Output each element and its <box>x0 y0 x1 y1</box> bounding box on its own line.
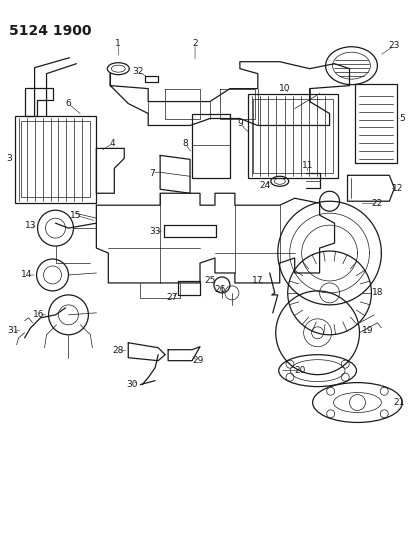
Text: 32: 32 <box>133 67 144 76</box>
Text: 30: 30 <box>126 380 138 389</box>
Bar <box>355 84 397 163</box>
Text: 28: 28 <box>113 346 124 355</box>
Text: 13: 13 <box>25 221 36 230</box>
Text: 25: 25 <box>204 277 216 286</box>
Text: 8: 8 <box>182 139 188 148</box>
Bar <box>15 116 96 203</box>
Bar <box>192 114 230 179</box>
Text: 11: 11 <box>302 161 313 170</box>
Bar <box>253 99 333 173</box>
Text: 15: 15 <box>70 211 81 220</box>
Text: 9: 9 <box>237 119 243 128</box>
Text: 31: 31 <box>7 326 18 335</box>
Text: 26: 26 <box>214 285 226 294</box>
Text: 33: 33 <box>149 227 161 236</box>
Text: 29: 29 <box>192 356 204 365</box>
Text: 18: 18 <box>372 288 383 297</box>
Text: 4: 4 <box>109 139 115 148</box>
Text: 5124 1900: 5124 1900 <box>9 24 91 38</box>
Bar <box>21 122 91 197</box>
Text: 7: 7 <box>149 169 155 178</box>
Text: 5: 5 <box>399 114 405 123</box>
Text: 22: 22 <box>372 199 383 208</box>
Text: 14: 14 <box>21 270 32 279</box>
Text: 21: 21 <box>394 398 405 407</box>
Text: 24: 24 <box>259 181 271 190</box>
Text: 20: 20 <box>294 366 305 375</box>
Bar <box>248 94 337 179</box>
Text: 16: 16 <box>33 310 44 319</box>
Text: 1: 1 <box>115 39 121 49</box>
Text: 27: 27 <box>166 293 178 302</box>
Text: 3: 3 <box>6 154 11 163</box>
Text: 2: 2 <box>192 39 198 49</box>
Text: 19: 19 <box>361 326 373 335</box>
Text: 10: 10 <box>279 84 290 93</box>
Text: 17: 17 <box>252 277 264 286</box>
Text: 12: 12 <box>392 184 403 193</box>
Text: 6: 6 <box>66 99 71 108</box>
Text: 23: 23 <box>389 41 400 50</box>
